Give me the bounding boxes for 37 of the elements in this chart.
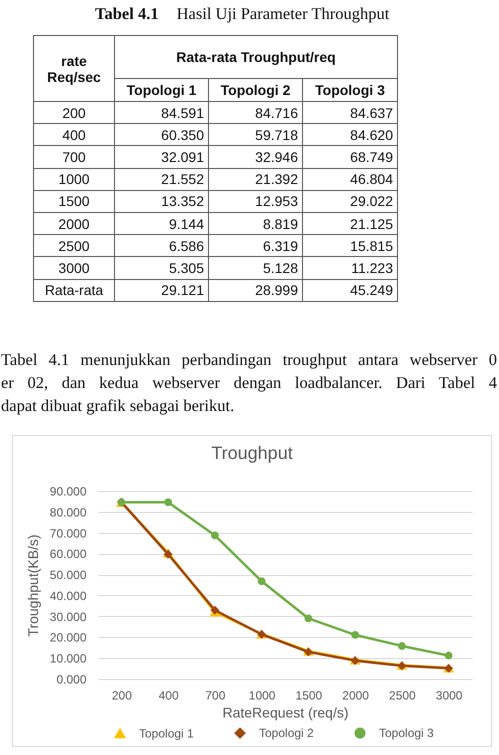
y-tick-label: 40.000 (50, 588, 87, 603)
y-tick-label: 90.000 (50, 484, 87, 498)
x-tick-label: 1000 (248, 688, 276, 702)
y-tick-label: 0.000 (56, 672, 87, 686)
x-tick-label: 3000 (436, 688, 463, 702)
x-tick-label: 2500 (389, 688, 416, 702)
point (304, 614, 312, 622)
legend-label: Topologi 1 (139, 726, 194, 740)
point (258, 577, 266, 586)
y-tick-label: 20.000 (50, 630, 87, 645)
y-tick-label: 80.000 (50, 505, 87, 520)
point (351, 631, 359, 639)
x-tick-label: 1500 (296, 688, 323, 702)
x-axis-title: RateRequest (req/s) (222, 704, 349, 720)
point (211, 532, 219, 540)
text: Hasil Uji Parameter Throughput (176, 4, 390, 23)
y-tick-label: 30.000 (50, 610, 87, 624)
text: Tabel 4.1 (95, 4, 159, 23)
x-tick-label: 400 (158, 688, 179, 702)
legend-label: Topologi 3 (379, 726, 434, 740)
point (164, 498, 172, 506)
text: Tabel 4.1 menunjukkan perbandingan troughput antara webserver 0 (1, 349, 497, 371)
legend-label: Topologi 2 (259, 726, 314, 740)
point (444, 652, 452, 660)
point (398, 642, 406, 650)
x-tick-label: 2000 (342, 688, 370, 702)
x-tick-label: 200 (112, 688, 132, 702)
text: dapat dibuat grafik sebagai berikut. (1, 395, 236, 417)
y-tick-label: 60.000 (50, 547, 87, 562)
y-axis-title: Troughput(KB/s) (24, 534, 41, 637)
value-table: rate Req/sec Rata-rata Troughput/req Topologi 1 Topologi 2 Topologi 3 200 84.591 84.716 84.637 400 60.350 59.718 84.620 700 32.091 32.946 68.749 1000 21.552 21.392 46.804 1500 13.352 12.953 29.022 2000 9.144 8.819 21.125 2500 6.586 6.319 15.815 3000 5.305 5.128 11.223 Rata-rata 29.121 28.999 45.249 (33, 35, 398, 302)
y-tick-label: 50.000 (50, 568, 87, 582)
y-tick-label: 70.000 (50, 526, 87, 540)
x-tick-label: 700 (205, 688, 226, 702)
y-tick-label: 10.000 (50, 652, 87, 666)
text: er 02, dan kedua webserver dengan loadbalancer. Dari Tabel 4 (1, 372, 497, 394)
chart-title: Troughput (211, 443, 293, 463)
